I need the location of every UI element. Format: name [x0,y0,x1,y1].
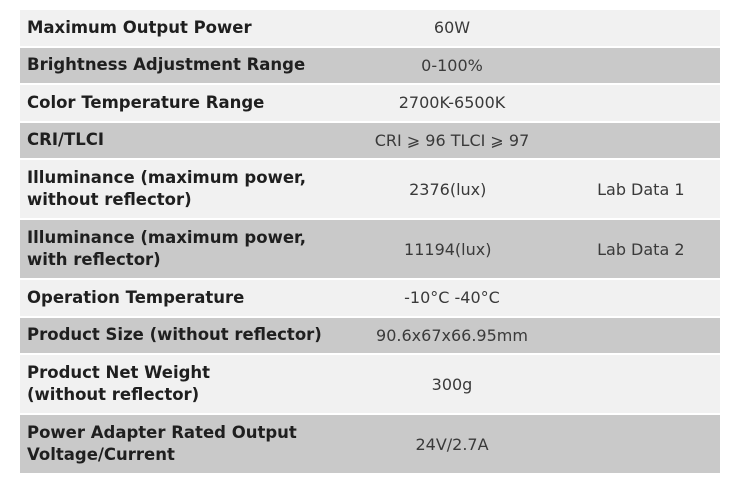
spec-label: Brightness Adjustment Range [27,55,306,75]
spec-row: Product Size (without reflector) 90.6x67x… [20,317,720,355]
spec-label: Product Net Weight (without reflector) [27,363,211,404]
spec-value: -10°C -40°C [404,288,500,308]
spec-label: Power Adapter Rated Output Voltage/Curre… [27,423,297,464]
spec-table: Maximum Output Power 60W Brightness Adjust… [20,10,720,475]
spec-value: CRI ⩾ 96 TLCI ⩾ 97 [374,130,530,150]
spec-row: Maximum Output Power 60W [20,10,720,48]
spec-value: 60W [433,18,471,38]
spec-label: Maximum Output Power [27,17,252,37]
spec-value: 300g [431,374,473,394]
spec-label: CRI/TLCI [27,130,104,150]
spec-note: Lab Data 1 [597,179,685,199]
spec-value: 0-100% [421,55,483,75]
spec-value: 90.6x67x66.95mm [376,325,528,345]
spec-label: Product Size (without reflector) [27,325,322,345]
spec-note: Lab Data 2 [597,239,685,259]
spec-label: Illuminance (maximum power, without refl… [27,168,306,209]
spec-value: 2376(lux) [409,179,487,199]
spec-value: 24V/2.7A [415,434,489,454]
spec-row: Operation Temperature -10°C -40°C [20,280,720,318]
spec-row: Product Net Weight (without reflector) 30… [20,355,720,415]
spec-label: Color Temperature Range [27,92,265,112]
spec-row: Illuminance (maximum power, with reflect… [20,220,720,280]
spec-row: CRI/TLCI CRI ⩾ 96 TLCI ⩾ 97 [20,122,720,160]
spec-label: Operation Temperature [27,287,245,307]
spec-row: Brightness Adjustment Range 0-100% [20,47,720,85]
spec-row: Power Adapter Rated Output Voltage/Curre… [20,415,720,475]
spec-value: 2700K-6500K [398,93,506,113]
spec-value: 11194(lux) [404,239,492,259]
spec-row: Illuminance (maximum power, without refl… [20,160,720,220]
spec-label: Illuminance (maximum power, with reflect… [27,228,306,269]
spec-row: Color Temperature Range 2700K-6500K [20,85,720,123]
